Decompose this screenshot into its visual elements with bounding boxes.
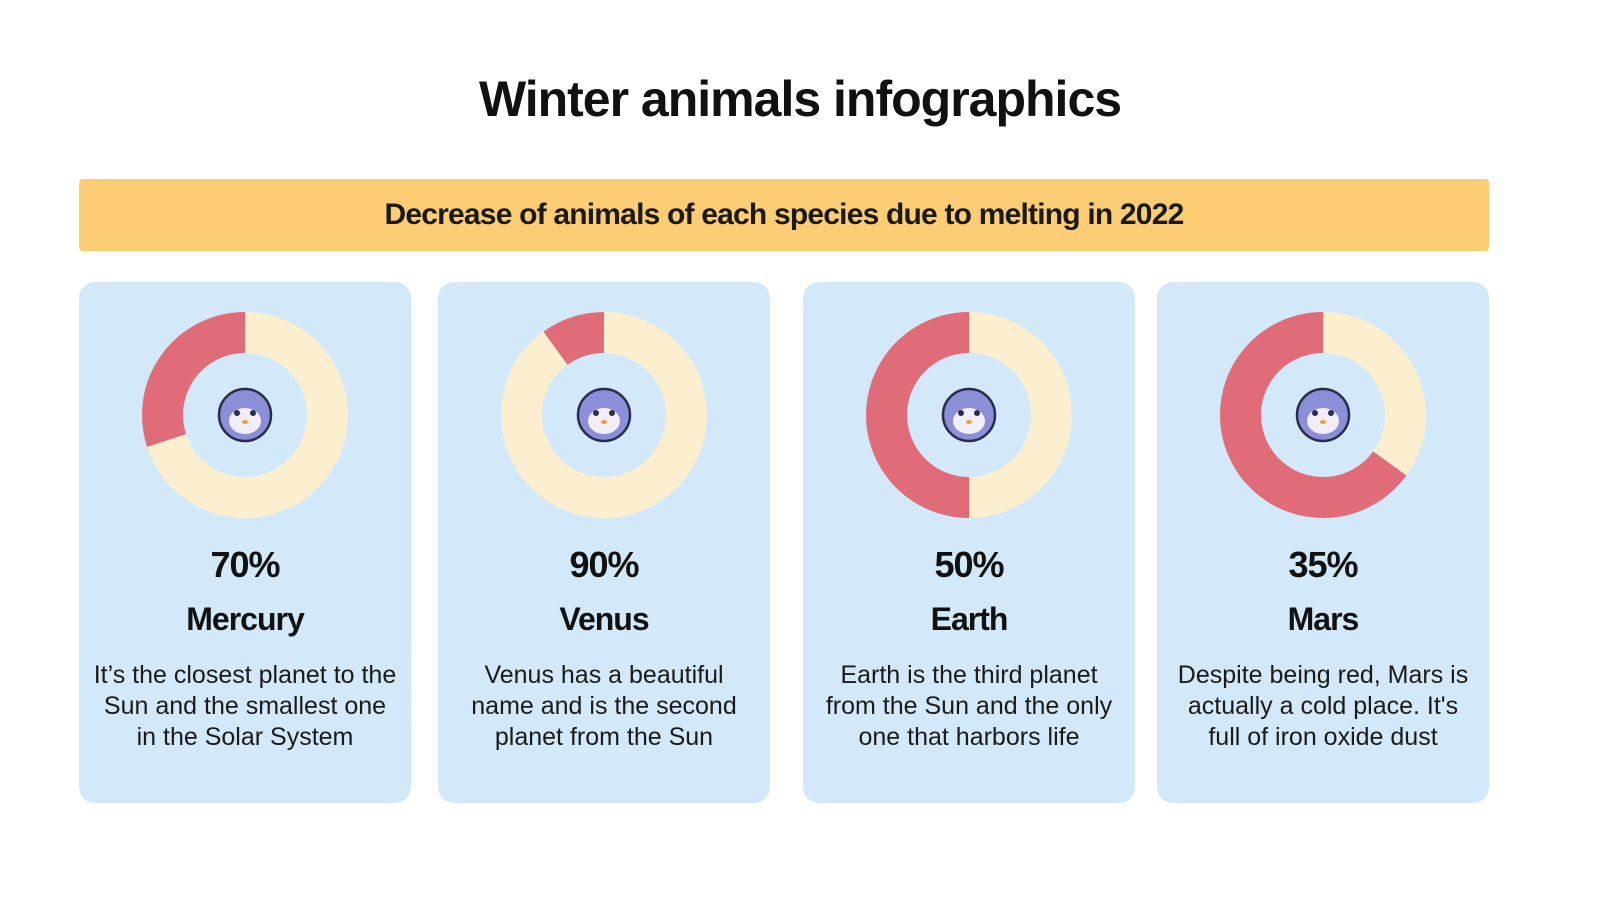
donut-chart xyxy=(866,312,1072,518)
card: 35% Mars Despite being red, Mars is actual… xyxy=(1157,282,1489,803)
card: 50% Earth Earth is the third planet from t… xyxy=(803,282,1135,803)
donut-segment xyxy=(147,312,348,518)
animal-icon xyxy=(576,387,632,443)
donut-segment xyxy=(501,312,707,518)
icon-eye xyxy=(234,410,240,416)
icon-eye xyxy=(958,410,964,416)
animal-icon xyxy=(1295,387,1351,443)
icon-nose xyxy=(1320,420,1326,424)
icon-eye xyxy=(1312,410,1318,416)
icon-eye xyxy=(609,410,615,416)
value-label: 50% xyxy=(934,544,1004,585)
card-title: Venus xyxy=(559,601,649,637)
icon-nose xyxy=(966,420,972,424)
donut-segment xyxy=(866,312,970,518)
animal-icon xyxy=(217,387,273,443)
card-description: Despite being red, Mars is actually a co… xyxy=(1177,661,1469,751)
value-label: 35% xyxy=(1288,544,1358,585)
donut-segment xyxy=(1322,312,1426,476)
card: 90% Venus Venus has a beautiful name and i… xyxy=(438,282,770,803)
icon-eye xyxy=(974,410,980,416)
card-title: Earth xyxy=(930,601,1009,637)
donut-segment xyxy=(543,312,605,366)
donut-chart xyxy=(501,312,707,518)
icon-eye xyxy=(250,410,256,416)
card: 70% Mercury It’s the closest planet to the… xyxy=(79,282,411,803)
card-description: It’s the closest planet to the Sun and t… xyxy=(93,661,397,751)
icon-nose xyxy=(242,420,248,424)
donut-segment xyxy=(968,312,1072,518)
donut-segment xyxy=(1220,312,1407,518)
card-description: Venus has a beautiful name and is the se… xyxy=(471,661,737,751)
card-title: Mars xyxy=(1287,601,1360,637)
icon-eye xyxy=(1328,410,1334,416)
card-title: Mercury xyxy=(186,601,305,637)
subtitle-banner: Decrease of animals of each species due … xyxy=(79,179,1489,251)
value-label: 70% xyxy=(210,544,280,585)
icon-eye xyxy=(593,410,599,416)
donut-segment xyxy=(142,312,246,447)
animal-icon xyxy=(941,387,997,443)
card-description: Earth is the third planet from the Sun a… xyxy=(825,661,1113,751)
donut-chart xyxy=(142,312,348,518)
icon-nose xyxy=(601,420,607,424)
value-label: 90% xyxy=(569,544,639,585)
title: Winter animals infographics xyxy=(478,71,1122,127)
donut-chart xyxy=(1220,312,1426,518)
